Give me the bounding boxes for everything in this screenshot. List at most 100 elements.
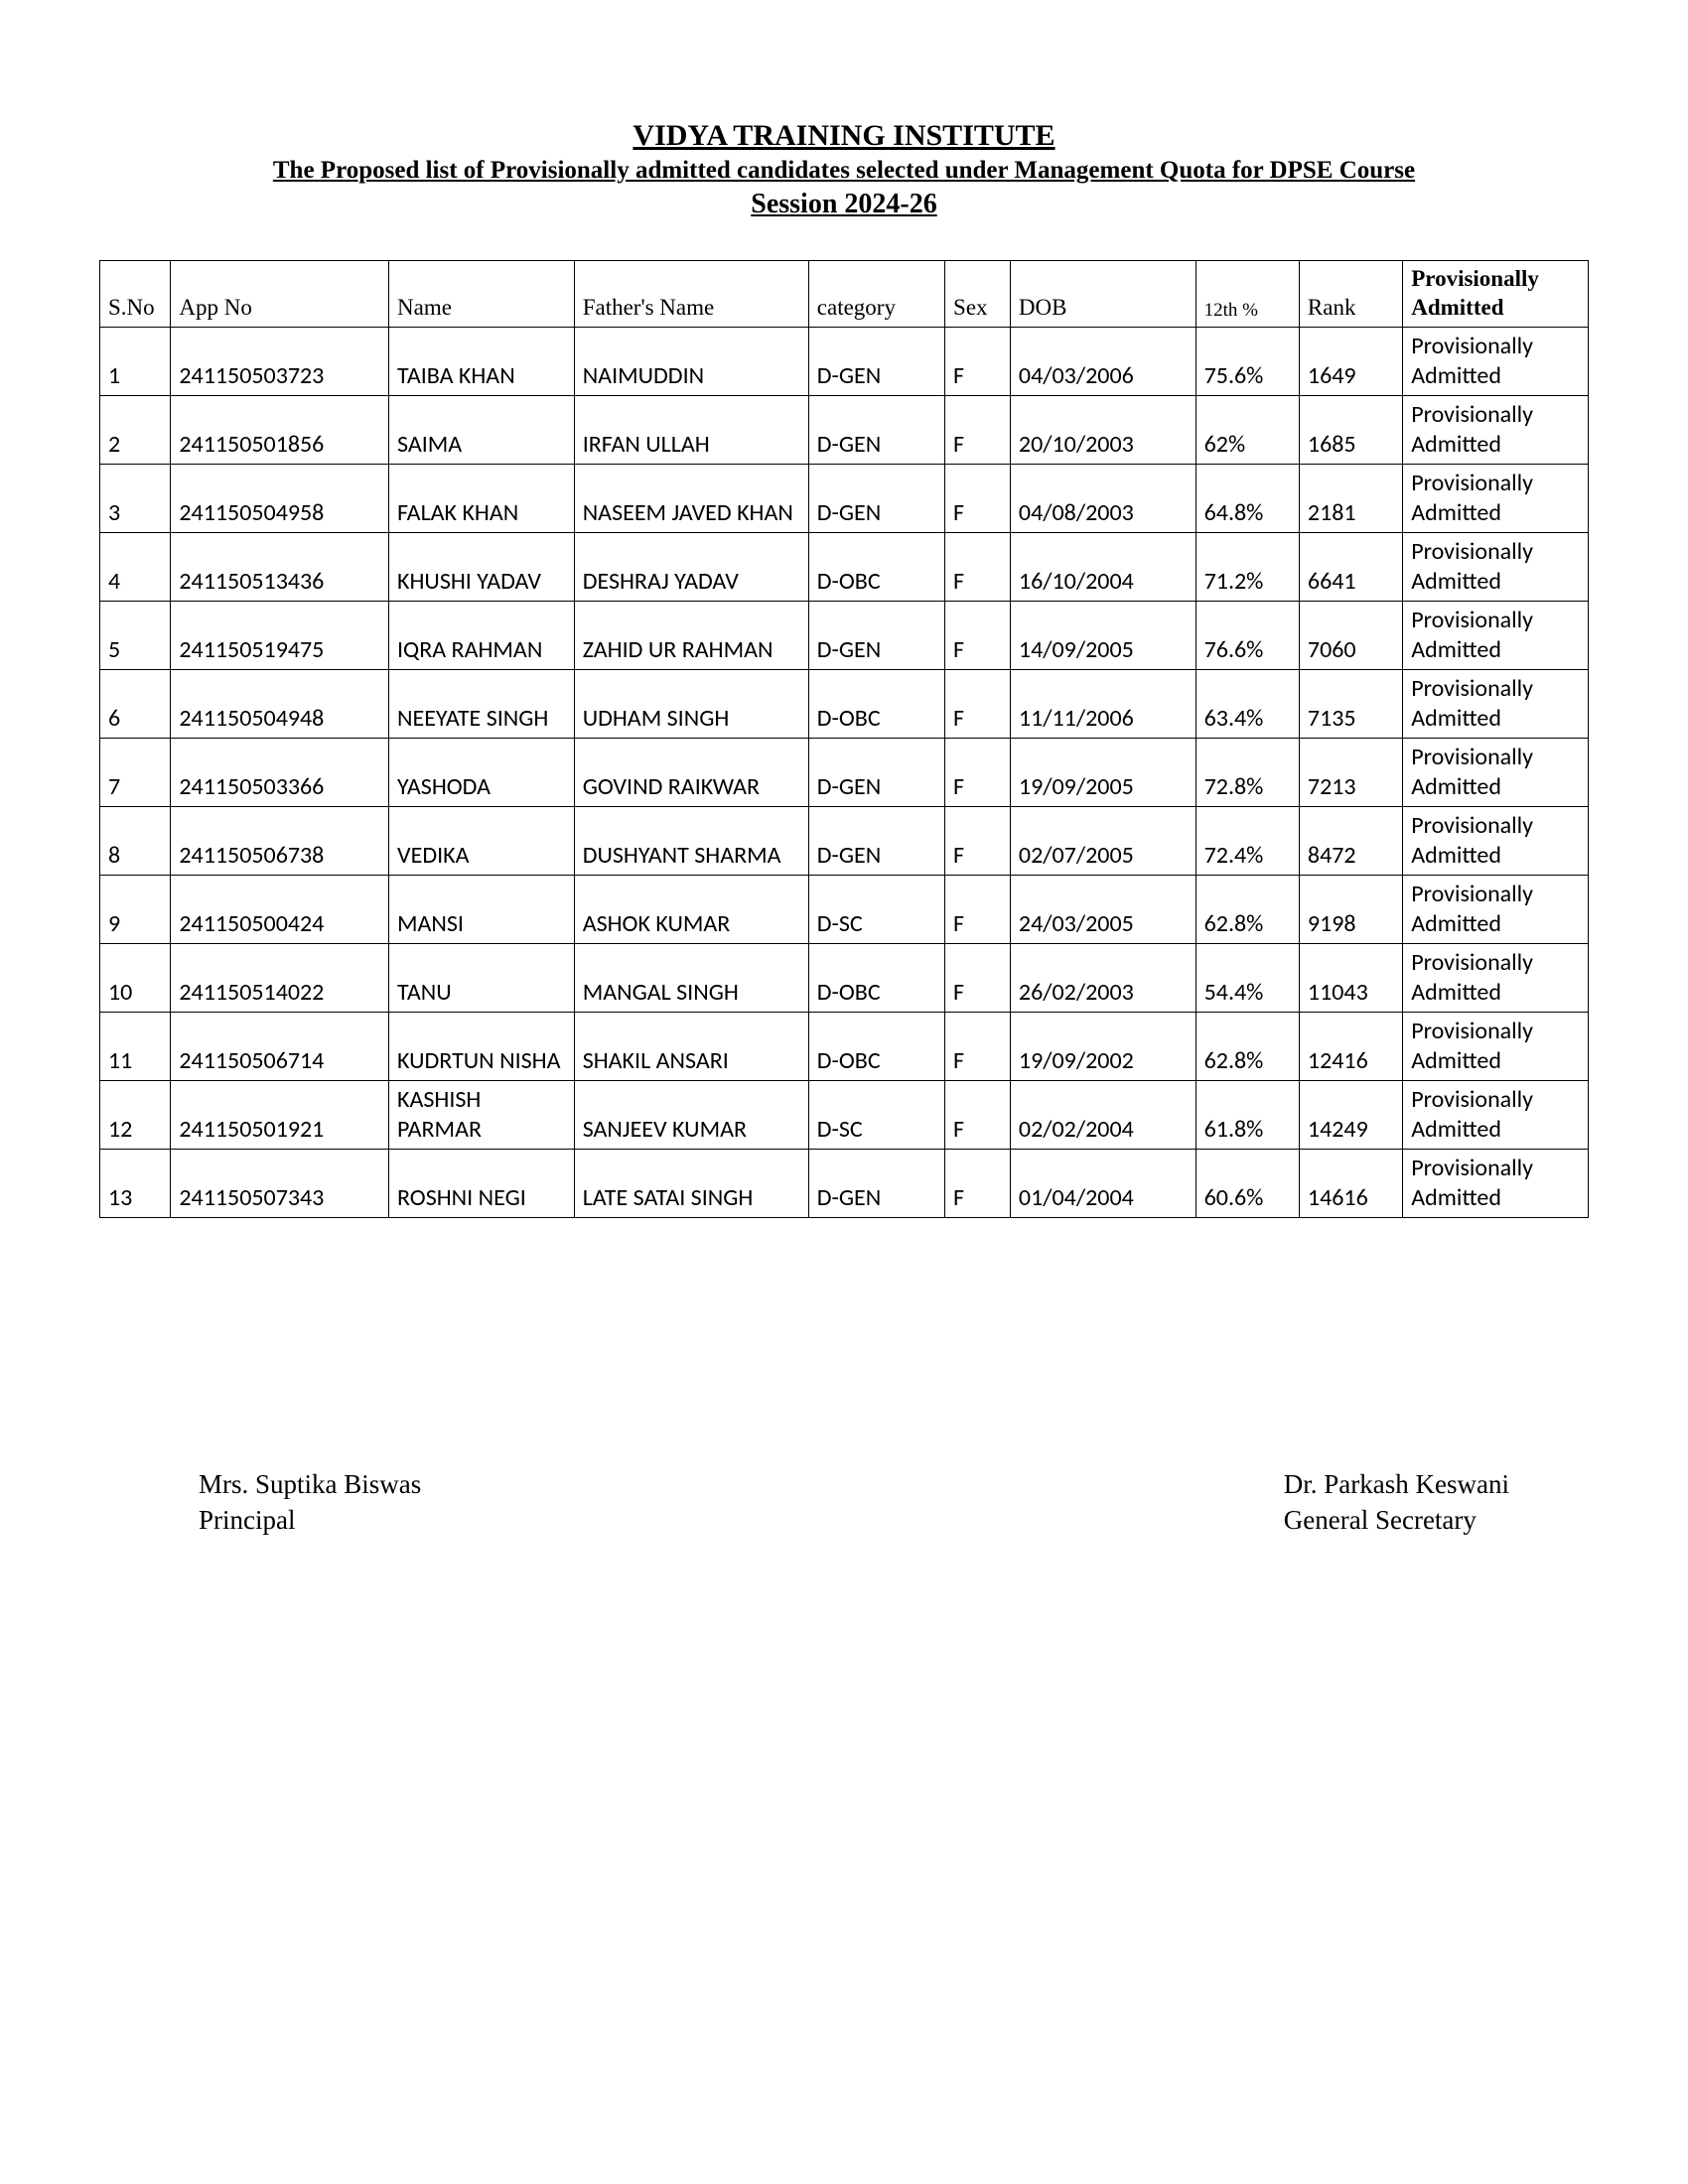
signature-right-name: Dr. Parkash Keswani bbox=[1284, 1466, 1509, 1502]
cell-rank: 7135 bbox=[1299, 669, 1402, 738]
table-row: 4241150513436KHUSHI YADAVDESHRAJ YADAVD-… bbox=[100, 532, 1589, 601]
cell-father: IRFAN ULLAH bbox=[574, 395, 808, 464]
cell-father: DUSHYANT SHARMA bbox=[574, 806, 808, 875]
cell-status: Provisionally Admitted bbox=[1403, 806, 1589, 875]
cell-sex: F bbox=[945, 464, 1011, 532]
cell-father: NASEEM JAVED KHAN bbox=[574, 464, 808, 532]
cell-status: Provisionally Admitted bbox=[1403, 1080, 1589, 1149]
cell-category: D-GEN bbox=[808, 327, 944, 395]
cell-sex: F bbox=[945, 943, 1011, 1012]
cell-rank: 1685 bbox=[1299, 395, 1402, 464]
cell-pct: 75.6% bbox=[1196, 327, 1299, 395]
cell-rank: 14616 bbox=[1299, 1149, 1402, 1217]
cell-appno: 241150500424 bbox=[171, 875, 389, 943]
cell-category: D-SC bbox=[808, 875, 944, 943]
cell-sex: F bbox=[945, 738, 1011, 806]
cell-rank: 7213 bbox=[1299, 738, 1402, 806]
cell-name: KASHISH PARMAR bbox=[389, 1080, 575, 1149]
col-header-sno: S.No bbox=[100, 261, 171, 328]
cell-sno: 13 bbox=[100, 1149, 171, 1217]
cell-sno: 1 bbox=[100, 327, 171, 395]
cell-rank: 9198 bbox=[1299, 875, 1402, 943]
cell-father: ASHOK KUMAR bbox=[574, 875, 808, 943]
cell-sno: 9 bbox=[100, 875, 171, 943]
cell-category: D-OBC bbox=[808, 532, 944, 601]
cell-father: NAIMUDDIN bbox=[574, 327, 808, 395]
table-header: S.No App No Name Father's Name category … bbox=[100, 261, 1589, 328]
cell-dob: 02/07/2005 bbox=[1010, 806, 1196, 875]
cell-appno: 241150506738 bbox=[171, 806, 389, 875]
signature-left-name: Mrs. Suptika Biswas bbox=[199, 1466, 421, 1502]
cell-appno: 241150503723 bbox=[171, 327, 389, 395]
cell-appno: 241150501856 bbox=[171, 395, 389, 464]
cell-sno: 2 bbox=[100, 395, 171, 464]
cell-sno: 4 bbox=[100, 532, 171, 601]
cell-sno: 3 bbox=[100, 464, 171, 532]
cell-name: ROSHNI NEGI bbox=[389, 1149, 575, 1217]
col-header-rank: Rank bbox=[1299, 261, 1402, 328]
cell-father: LATE SATAI SINGH bbox=[574, 1149, 808, 1217]
table-row: 6241150504948NEEYATE SINGHUDHAM SINGHD-O… bbox=[100, 669, 1589, 738]
cell-sex: F bbox=[945, 806, 1011, 875]
signature-block: Mrs. Suptika Biswas Principal Dr. Parkas… bbox=[99, 1466, 1589, 1539]
cell-sex: F bbox=[945, 1012, 1011, 1080]
cell-appno: 241150506714 bbox=[171, 1012, 389, 1080]
cell-sno: 11 bbox=[100, 1012, 171, 1080]
cell-rank: 1649 bbox=[1299, 327, 1402, 395]
col-header-dob: DOB bbox=[1010, 261, 1196, 328]
table-row: 9241150500424MANSIASHOK KUMARD-SCF24/03/… bbox=[100, 875, 1589, 943]
cell-pct: 61.8% bbox=[1196, 1080, 1299, 1149]
table-row: 13241150507343ROSHNI NEGILATE SATAI SING… bbox=[100, 1149, 1589, 1217]
cell-sno: 7 bbox=[100, 738, 171, 806]
session-label: Session 2024-26 bbox=[99, 189, 1589, 220]
table-row: 2241150501856SAIMAIRFAN ULLAHD-GENF20/10… bbox=[100, 395, 1589, 464]
cell-name: NEEYATE SINGH bbox=[389, 669, 575, 738]
cell-father: SHAKIL ANSARI bbox=[574, 1012, 808, 1080]
table-row: 8241150506738VEDIKADUSHYANT SHARMAD-GENF… bbox=[100, 806, 1589, 875]
cell-category: D-OBC bbox=[808, 943, 944, 1012]
cell-appno: 241150501921 bbox=[171, 1080, 389, 1149]
col-header-status: Provisionally Admitted bbox=[1403, 261, 1589, 328]
signature-right: Dr. Parkash Keswani General Secretary bbox=[1284, 1466, 1509, 1539]
cell-father: SANJEEV KUMAR bbox=[574, 1080, 808, 1149]
table-row: 7241150503366YASHODAGOVIND RAIKWARD-GENF… bbox=[100, 738, 1589, 806]
cell-rank: 11043 bbox=[1299, 943, 1402, 1012]
cell-dob: 04/08/2003 bbox=[1010, 464, 1196, 532]
cell-dob: 16/10/2004 bbox=[1010, 532, 1196, 601]
cell-rank: 8472 bbox=[1299, 806, 1402, 875]
cell-rank: 14249 bbox=[1299, 1080, 1402, 1149]
table-row: 11241150506714KUDRTUN NISHASHAKIL ANSARI… bbox=[100, 1012, 1589, 1080]
cell-sno: 6 bbox=[100, 669, 171, 738]
col-header-name: Name bbox=[389, 261, 575, 328]
cell-sex: F bbox=[945, 1080, 1011, 1149]
cell-name: SAIMA bbox=[389, 395, 575, 464]
cell-status: Provisionally Admitted bbox=[1403, 943, 1589, 1012]
cell-sex: F bbox=[945, 395, 1011, 464]
cell-sex: F bbox=[945, 601, 1011, 669]
cell-pct: 62.8% bbox=[1196, 875, 1299, 943]
cell-appno: 241150519475 bbox=[171, 601, 389, 669]
cell-pct: 62.8% bbox=[1196, 1012, 1299, 1080]
cell-dob: 24/03/2005 bbox=[1010, 875, 1196, 943]
cell-sno: 10 bbox=[100, 943, 171, 1012]
cell-category: D-GEN bbox=[808, 1149, 944, 1217]
col-header-father: Father's Name bbox=[574, 261, 808, 328]
col-header-sex: Sex bbox=[945, 261, 1011, 328]
cell-status: Provisionally Admitted bbox=[1403, 1149, 1589, 1217]
cell-category: D-GEN bbox=[808, 464, 944, 532]
signature-right-title: General Secretary bbox=[1284, 1502, 1509, 1538]
cell-status: Provisionally Admitted bbox=[1403, 875, 1589, 943]
cell-father: DESHRAJ YADAV bbox=[574, 532, 808, 601]
cell-dob: 26/02/2003 bbox=[1010, 943, 1196, 1012]
institute-title: VIDYA TRAINING INSTITUTE bbox=[99, 119, 1589, 153]
cell-status: Provisionally Admitted bbox=[1403, 532, 1589, 601]
cell-name: MANSI bbox=[389, 875, 575, 943]
cell-sex: F bbox=[945, 875, 1011, 943]
cell-pct: 64.8% bbox=[1196, 464, 1299, 532]
cell-sex: F bbox=[945, 532, 1011, 601]
cell-dob: 11/11/2006 bbox=[1010, 669, 1196, 738]
cell-dob: 01/04/2004 bbox=[1010, 1149, 1196, 1217]
cell-status: Provisionally Admitted bbox=[1403, 738, 1589, 806]
cell-appno: 241150513436 bbox=[171, 532, 389, 601]
cell-sno: 5 bbox=[100, 601, 171, 669]
